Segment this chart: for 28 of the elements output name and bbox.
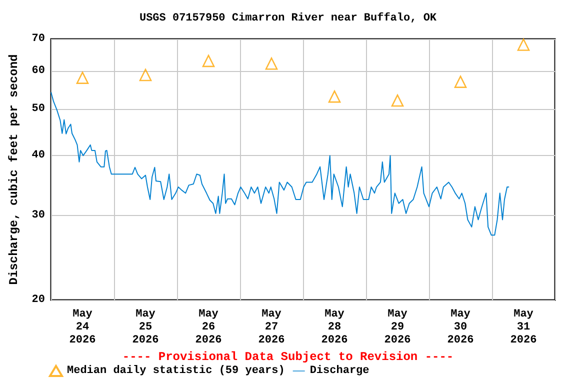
y-tick-label: 20 [32,294,45,306]
y-tick-label: 40 [32,150,45,162]
legend-label: Median daily statistic (59 years) [67,365,285,377]
x-tick-label: May 25 2026 [132,308,159,346]
x-tick-label: May 31 2026 [510,308,537,346]
y-tick-label: 70 [32,33,45,45]
point [328,90,341,103]
point [265,57,278,70]
x-tick-label: May 28 2026 [321,308,348,346]
legend-label: Discharge [310,365,370,377]
point [76,72,89,84]
line-series [50,92,510,236]
point [202,54,215,68]
text: ---- Provisional Data Subject to Revision ---- [122,350,454,364]
chart-title: USGS 07157950 Cimarron River near Buffalo, OK [139,12,437,24]
y-tick-label: 60 [32,65,45,78]
y-tick-label: 30 [32,210,45,222]
x-tick-label: May 30 2026 [447,308,474,346]
y-axis-title: Discharge, cubic feet per second [7,54,21,285]
x-tick-label: May 26 2026 [195,308,222,346]
x-tick-label: May 27 2026 [258,308,285,346]
point [517,38,530,51]
point [139,68,152,82]
x-tick-label: May 29 2026 [384,308,411,346]
x-tick-label: May 24 2026 [69,308,96,346]
point [454,76,467,88]
point [391,94,404,107]
y-tick-label: 50 [32,103,45,116]
